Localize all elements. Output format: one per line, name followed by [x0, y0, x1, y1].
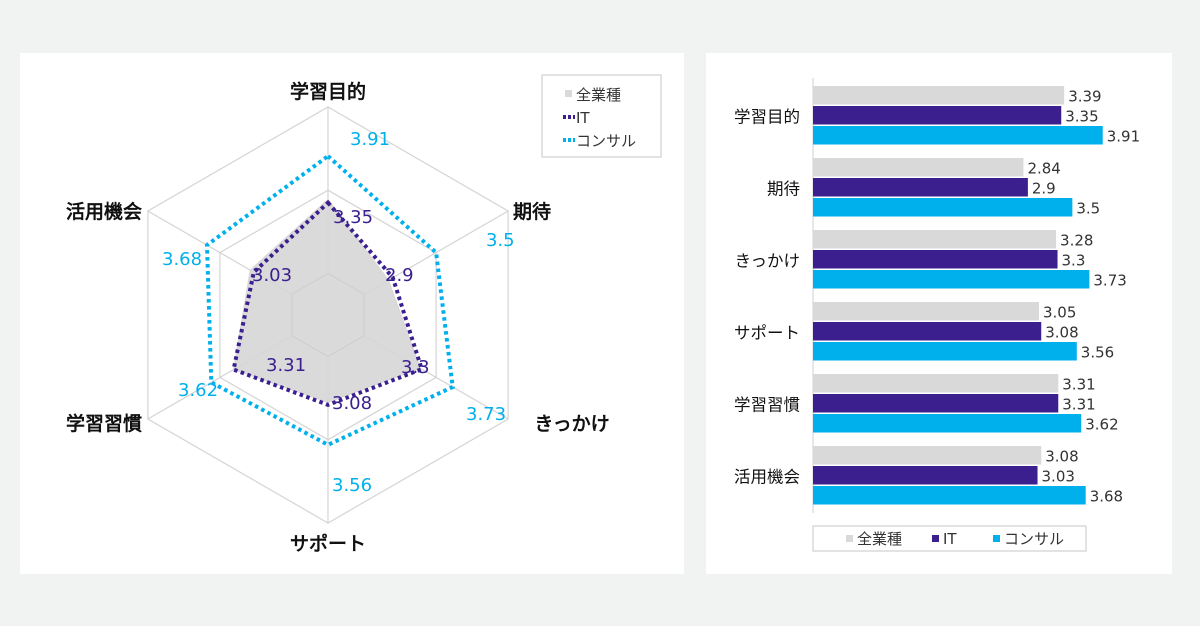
- bar-consul: [813, 126, 1103, 145]
- bar-value-label: 2.84: [1027, 159, 1060, 177]
- bar-legend-box: [812, 525, 1087, 552]
- radar-inner-ring: [291, 272, 365, 358]
- bar-value-label: 3.3: [1062, 251, 1086, 269]
- bar-it: [813, 394, 1059, 413]
- bar-value-label: 3.08: [1045, 447, 1078, 465]
- radar-value-label-it: 2.9: [385, 265, 414, 286]
- radar-value-label-it: 3.08: [332, 393, 372, 414]
- bar-category-label: 学習習慣: [734, 395, 800, 414]
- radar-axis-label: 期待: [513, 200, 551, 223]
- bar-category-label: 期待: [767, 179, 800, 198]
- radar-axis-label: 学習習慣: [66, 412, 142, 435]
- bar-legend-label: IT: [943, 530, 957, 548]
- radar-legend-swatch: [565, 90, 572, 97]
- bar-all: [813, 230, 1057, 249]
- bar-category-label: 学習目的: [734, 107, 800, 126]
- bar-all: [813, 158, 1024, 177]
- bar-value-label: 3.35: [1065, 107, 1098, 125]
- bar-value-label: 3.31: [1062, 375, 1095, 393]
- bar-consul: [813, 198, 1073, 217]
- radar-value-label-it: 3.31: [266, 355, 306, 376]
- radar-legend-label: IT: [576, 109, 590, 127]
- bar-value-label: 3.08: [1045, 323, 1078, 341]
- radar-value-label-consul: 3.62: [178, 380, 218, 401]
- bar-value-label: 2.9: [1032, 179, 1056, 197]
- radar-series-all: [233, 198, 421, 403]
- bar-category-label: 活用機会: [734, 467, 800, 486]
- bar-value-label: 3.31: [1062, 395, 1095, 413]
- radar-series-it: [231, 199, 425, 408]
- radar-legend-label: 全業種: [576, 86, 621, 104]
- bar-category-label: きっかけ: [735, 251, 800, 270]
- bar-it: [813, 178, 1028, 197]
- bar-all: [813, 374, 1059, 393]
- bar-all: [813, 302, 1040, 321]
- bar-category-label: サポート: [734, 323, 800, 342]
- radar-value-label-consul: 3.56: [332, 475, 372, 496]
- radar-value-label-it: 3.3: [401, 357, 430, 378]
- radar-series-consul: [204, 153, 455, 448]
- bar-it: [813, 466, 1038, 485]
- radar-legend-label: コンサル: [576, 132, 636, 150]
- bar-consul: [813, 342, 1077, 361]
- radar-value-label-consul: 3.73: [466, 404, 506, 425]
- bar-value-label: 3.03: [1042, 467, 1075, 485]
- radar-value-label-it: 3.03: [252, 265, 292, 286]
- bar-value-label: 3.68: [1090, 487, 1123, 505]
- radar-axis-label: 学習目的: [290, 80, 366, 103]
- radar-axis-label: 活用機会: [66, 200, 142, 223]
- bar-all: [813, 86, 1065, 105]
- radar-legend-box: [541, 74, 662, 158]
- bar-chart-panel: 学習目的 3.39 3.35 3.91 期待 2.84 2.9 3.5 きっかけ 3.28 3.3 3…: [706, 53, 1172, 574]
- bar-value-label: 3.91: [1107, 127, 1140, 145]
- radar-legend: 全業種 IT コンサル: [541, 74, 662, 158]
- radar-value-label-it: 3.35: [333, 207, 373, 228]
- bar-value-label: 3.56: [1081, 343, 1114, 361]
- bar-consul: [813, 270, 1090, 289]
- bar-chart: 学習目的 3.39 3.35 3.91 期待 2.84 2.9 3.5 きっかけ 3.28 3.3 3…: [734, 78, 1140, 552]
- bar-legend-swatch: [932, 535, 939, 542]
- bar-it: [813, 322, 1042, 341]
- radar-axis-label: サポート: [290, 532, 366, 555]
- bar-value-label: 3.62: [1085, 415, 1118, 433]
- bar-value-label: 3.28: [1060, 231, 1093, 249]
- bar-it: [813, 250, 1058, 269]
- bar-legend-swatch: [846, 535, 853, 542]
- bar-value-label: 3.73: [1093, 271, 1126, 289]
- radar-axis-label: きっかけ: [534, 413, 609, 435]
- bar-value-label: 3.5: [1076, 199, 1100, 217]
- radar-chart-panel: 学習目的期待きっかけサポート 学習習慣 活用機会 3.91 3.5 3.73 3.56 3.6…: [20, 53, 684, 574]
- radar-value-label-consul: 3.5: [486, 230, 515, 251]
- bar-legend: 全業種 IT コンサル: [812, 525, 1087, 552]
- bar-value-label: 3.05: [1043, 303, 1076, 321]
- bar-legend-swatch: [993, 535, 1000, 542]
- bar-consul: [813, 486, 1086, 505]
- bar-it: [813, 106, 1062, 125]
- radar-value-label-consul: 3.68: [162, 249, 202, 270]
- radar-value-label-consul: 3.91: [350, 129, 390, 150]
- bar-legend-label: コンサル: [1004, 530, 1064, 548]
- bar-all: [813, 446, 1042, 465]
- bar-value-label: 3.39: [1068, 87, 1101, 105]
- bar-consul: [813, 414, 1082, 433]
- bar-legend-label: 全業種: [857, 530, 902, 548]
